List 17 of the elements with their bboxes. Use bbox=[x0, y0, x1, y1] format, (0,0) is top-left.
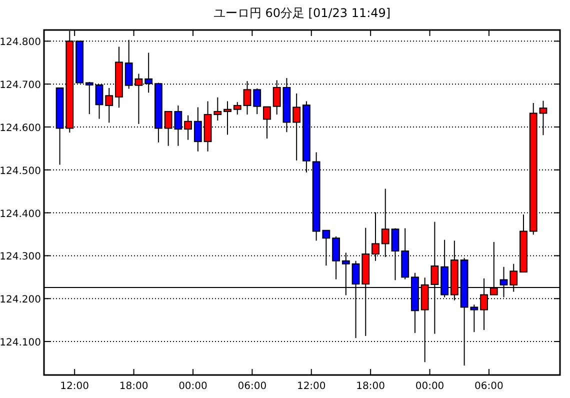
y-tick-label: 124.800 bbox=[0, 37, 41, 48]
x-tick-label: 00:00 bbox=[415, 381, 444, 392]
y-tick-label: 124.300 bbox=[0, 252, 41, 263]
y-tick-label: 124.500 bbox=[0, 166, 41, 177]
y-tick-label: 124.400 bbox=[0, 208, 41, 220]
chart-title: ユーロ円 60分足 [01/23 11:49] bbox=[213, 6, 391, 20]
y-tick-label: 124.200 bbox=[0, 294, 41, 306]
y-tick-label: 124.700 bbox=[0, 80, 41, 92]
x-tick-label: 12:00 bbox=[60, 381, 89, 392]
x-tick-label: 18:00 bbox=[119, 381, 148, 392]
y-tick-label: 124.600 bbox=[0, 122, 41, 134]
y-tick-label: 124.100 bbox=[0, 338, 41, 349]
x-tick-label: 12:00 bbox=[296, 381, 326, 392]
x-tick-label: 00:00 bbox=[178, 381, 208, 392]
x-tick-label: 18:00 bbox=[356, 381, 385, 392]
x-tick-label: 06:00 bbox=[238, 381, 267, 392]
x-tick-label: 06:00 bbox=[474, 381, 504, 392]
